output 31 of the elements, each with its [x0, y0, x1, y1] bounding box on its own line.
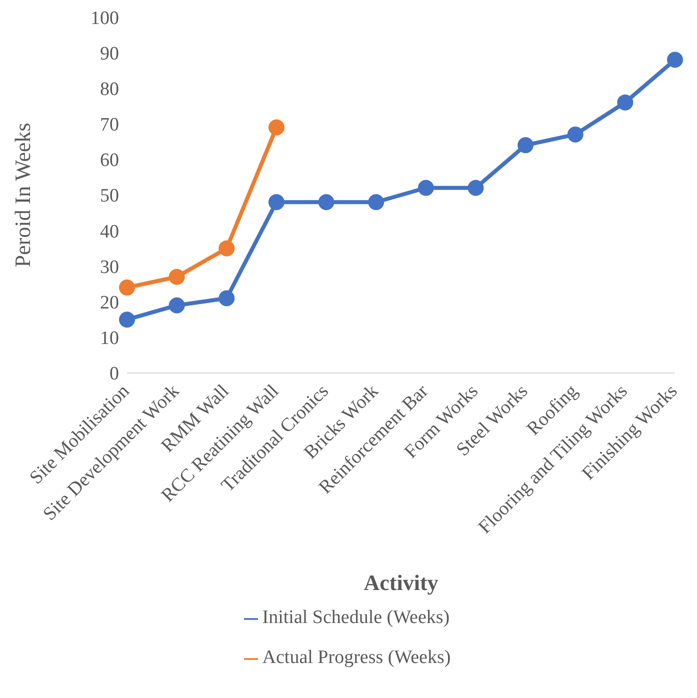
y-tick-label: 60 [100, 150, 119, 172]
point [518, 137, 534, 154]
point [168, 268, 185, 285]
point [218, 240, 235, 256]
legend-label: Actual Progress (Weeks) [262, 647, 451, 668]
point [119, 280, 135, 296]
point [119, 312, 135, 328]
point [617, 94, 634, 110]
point [218, 290, 235, 306]
y-tick-label: 100 [90, 8, 119, 29]
y-axis-title: Peroid In Weeks [10, 122, 35, 268]
y-tick-label: 90 [100, 43, 119, 64]
y-tick-label: 0 [110, 364, 119, 385]
x-axis-title: Activity [364, 570, 438, 595]
point [368, 194, 384, 210]
point [418, 180, 434, 196]
point [268, 119, 284, 136]
point [268, 194, 284, 210]
point [468, 180, 484, 196]
legend-label: Initial Schedule (Weeks) [262, 607, 450, 628]
point [667, 52, 683, 68]
y-tick-label: 30 [100, 256, 119, 278]
y-tick-label: 70 [100, 114, 119, 136]
y-tick-label: 50 [100, 186, 119, 207]
y-tick-label: 80 [100, 78, 119, 100]
point [168, 297, 185, 314]
point [318, 194, 334, 210]
point [567, 126, 584, 142]
y-tick-label: 40 [100, 221, 119, 242]
y-tick-label: 20 [100, 292, 119, 314]
y-tick-label: 10 [100, 328, 119, 350]
